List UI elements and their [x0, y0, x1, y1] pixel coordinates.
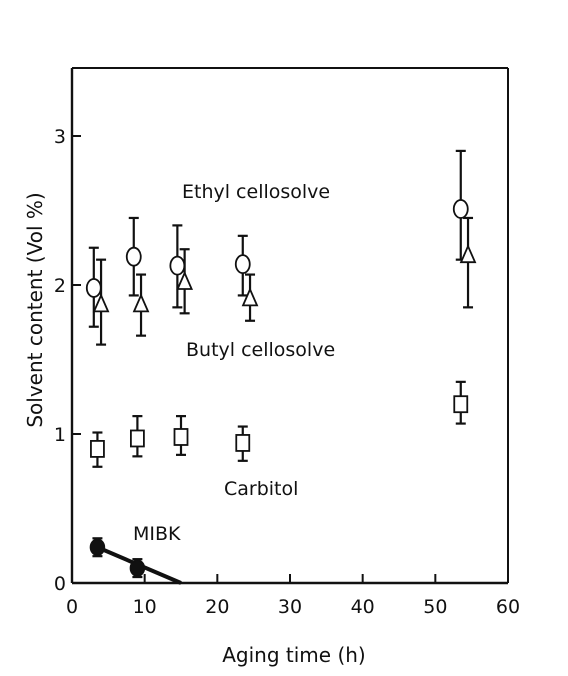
plot-area	[70, 67, 509, 585]
data-point-square	[173, 428, 189, 446]
data-point-circle	[85, 278, 102, 298]
series-layer	[85, 149, 477, 585]
series-butyl-cellosolve	[92, 216, 477, 346]
data-point-square	[90, 439, 105, 458]
series-label-ethyl-cellosolve: Ethyl cellosolve	[182, 181, 330, 203]
data-point-circle	[452, 199, 469, 219]
data-point-filled-circle	[129, 559, 146, 577]
data-point-triangle	[459, 243, 477, 264]
data-point-triangle	[132, 293, 150, 313]
y-tick-label: 1	[54, 424, 66, 446]
series-carbitol	[90, 380, 469, 468]
x-axis-title: Aging time (h)	[222, 643, 366, 667]
series-mibk	[89, 537, 182, 585]
y-axis-ticks: 0 1 2 3	[54, 126, 81, 595]
data-point-circle	[169, 255, 186, 276]
data-point-filled-circle	[89, 538, 106, 556]
data-point-square	[453, 395, 469, 414]
x-tick-label: 10	[133, 596, 157, 618]
series-label-mibk: MIBK	[133, 523, 181, 545]
data-point-triangle	[92, 293, 110, 313]
data-point-circle	[234, 254, 251, 275]
x-tick-label: 40	[351, 596, 375, 618]
y-tick-label: 3	[54, 126, 66, 148]
data-point-triangle	[176, 270, 194, 290]
series-ethyl-cellosolve	[85, 149, 469, 328]
data-point-square	[235, 434, 251, 452]
y-tick-label: 2	[54, 275, 66, 297]
x-axis-ticks: 0 10 20 30 40 50 60	[66, 574, 520, 618]
x-tick-label: 60	[496, 596, 520, 618]
x-tick-label: 20	[205, 596, 229, 618]
series-label-carbitol: Carbitol	[224, 478, 298, 500]
x-tick-label: 50	[423, 596, 447, 618]
y-axis-title: Solvent content (Vol %)	[23, 192, 47, 427]
data-point-triangle	[241, 287, 259, 307]
y-tick-label: 0	[54, 573, 66, 595]
data-point-circle	[125, 246, 142, 267]
x-tick-label: 30	[278, 596, 302, 618]
series-label-butyl-cellosolve: Butyl cellosolve	[186, 339, 335, 361]
x-tick-label: 0	[66, 596, 78, 618]
data-point-square	[129, 429, 145, 448]
